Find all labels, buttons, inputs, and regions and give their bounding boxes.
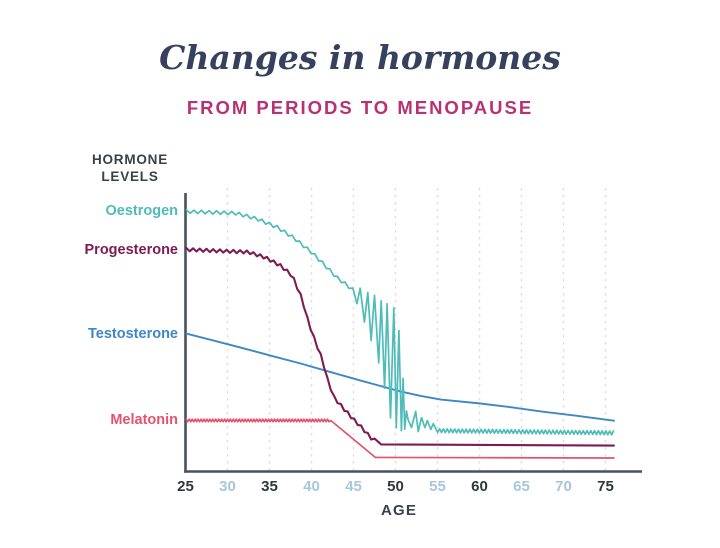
legend-progesterone: Progesterone [84,241,178,258]
chart-title: Changes in hormones [159,38,561,77]
chart-subtitle: FROM PERIODS TO MENOPAUSE [186,97,534,118]
y-axis-label-line2: LEVELS [101,169,159,184]
legend-melatonin: Melatonin [110,412,178,429]
y-axis-label: HORMONE LEVELS [45,151,215,185]
legend-testosterone: Testosterone [88,325,178,342]
y-axis-label-line1: HORMONE [91,152,169,167]
legend-oestrogen: Oestrogen [105,203,178,220]
x-axis-label: AGE [380,502,418,519]
